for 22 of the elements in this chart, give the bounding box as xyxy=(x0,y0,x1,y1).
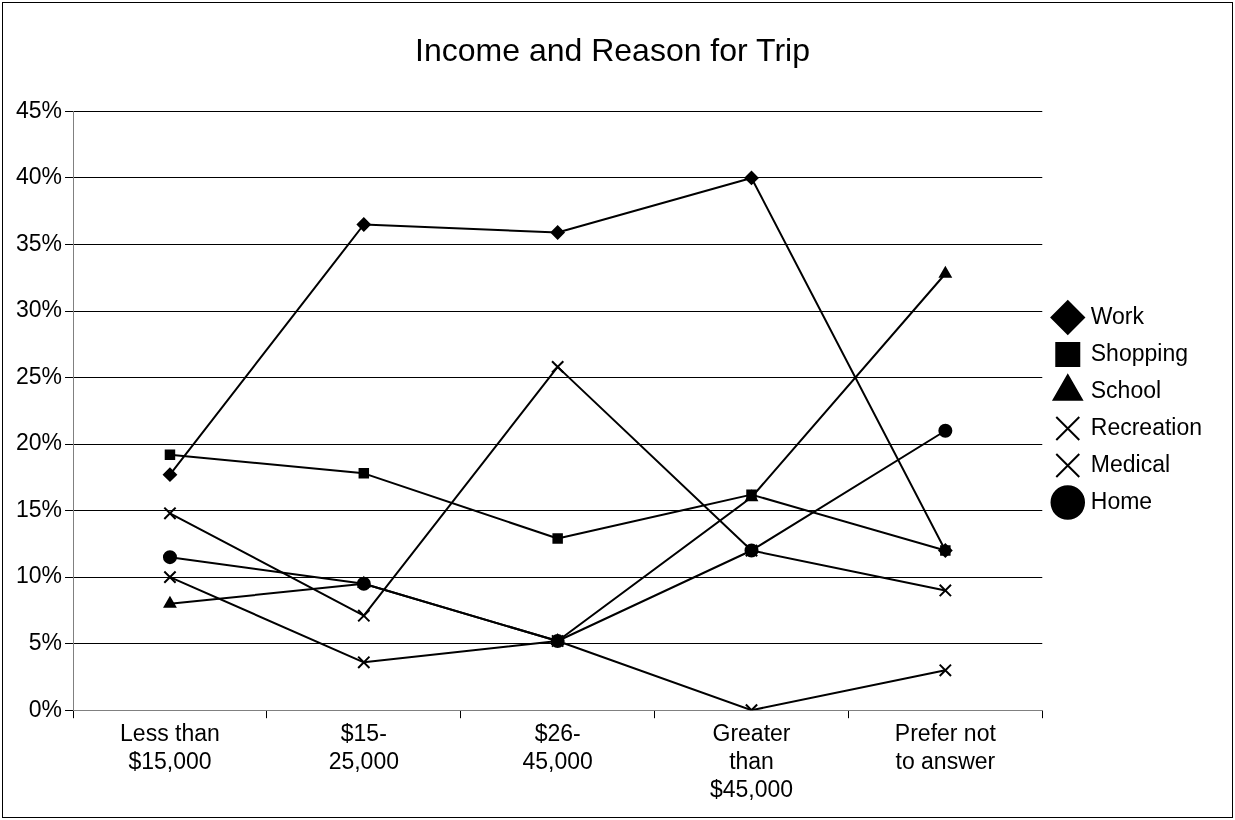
chart-title: Income and Reason for Trip xyxy=(415,32,810,69)
y-tick-label: 30% xyxy=(15,296,63,323)
legend-label: Home xyxy=(1090,487,1153,514)
legend-label: Shopping xyxy=(1090,339,1188,366)
y-tick-label: 45% xyxy=(15,96,63,123)
y-tick-label: 0% xyxy=(28,695,63,722)
y-tick-label: 25% xyxy=(15,362,63,389)
x-tick-label: $26- 45,000 xyxy=(522,720,593,774)
x-tick-label: Prefer not to answer xyxy=(894,720,997,774)
x-tick-label: $15- 25,000 xyxy=(328,720,399,774)
legend-label: Medical xyxy=(1090,450,1171,477)
legend-label: Recreation xyxy=(1090,413,1203,440)
legend-label: School xyxy=(1090,376,1162,403)
y-tick-label: 10% xyxy=(15,562,63,589)
legend-label: Work xyxy=(1090,302,1145,329)
y-tick-label: 40% xyxy=(15,163,63,190)
x-tick-label: Less than $15,000 xyxy=(120,720,220,774)
y-tick-label: 35% xyxy=(15,229,63,256)
y-tick-label: 5% xyxy=(28,629,63,656)
y-tick-label: 15% xyxy=(15,495,63,522)
x-tick-label: Greater than $45,000 xyxy=(709,720,794,802)
y-tick-label: 20% xyxy=(15,429,63,456)
